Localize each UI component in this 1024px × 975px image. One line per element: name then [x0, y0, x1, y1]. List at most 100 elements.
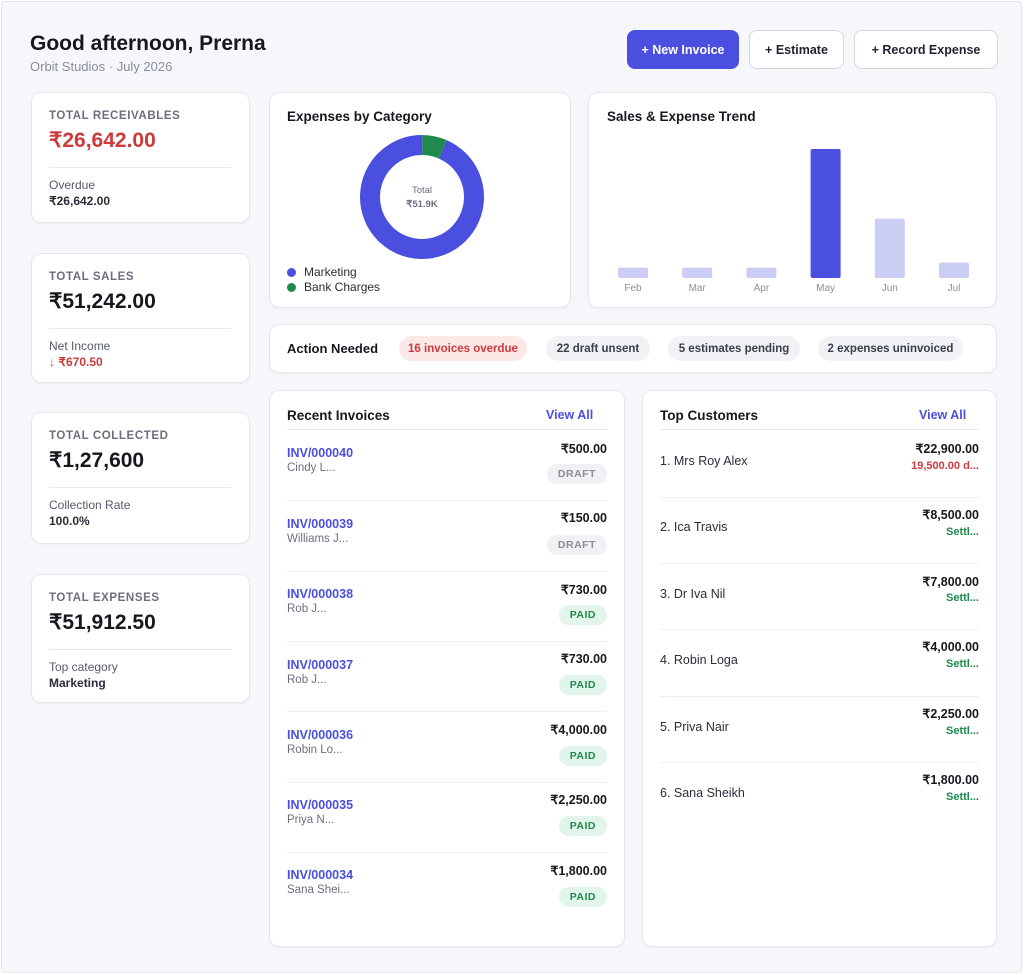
customer-status: Settl...: [945, 592, 979, 604]
pill-expenses-uninvoiced[interactable]: 2 expenses uninvoiced: [818, 336, 963, 361]
invoice-amount: ₹500.00: [560, 442, 607, 456]
invoice-id[interactable]: INV/000039: [287, 517, 354, 531]
card-title: Top Customers: [660, 408, 759, 423]
invoice-row[interactable]: INV/000039 Williams J... ₹150.00 DRAFT: [287, 501, 607, 572]
kpi-card-collected: TOTAL COLLECTED ₹1,27,600 Collection Rat…: [31, 412, 250, 544]
pill-estimates-pending[interactable]: 5 estimates pending: [668, 336, 800, 361]
kpi-card-receivables: TOTAL RECEIVABLES ₹26,642.00 Overdue ₹26…: [31, 92, 250, 223]
customer-amount: ₹4,000.00: [922, 640, 979, 654]
customer-row[interactable]: 2. Ica Travis ₹8,500.00 Settl...: [660, 498, 979, 564]
customer-status: Settl...: [945, 658, 979, 670]
invoice-row[interactable]: INV/000038 Rob J... ₹730.00 PAID: [287, 572, 607, 642]
kpi-label: TOTAL COLLECTED: [49, 430, 169, 442]
invoice-customer: Rob J...: [287, 674, 327, 686]
pill-draft-unsent[interactable]: 22 draft unsent: [546, 336, 650, 361]
status-badge: PAID: [558, 816, 607, 836]
card-title: Sales & Expense Trend: [607, 109, 756, 124]
customer-row[interactable]: 1. Mrs Roy Alex ₹22,900.00 19,500.00 d..…: [660, 431, 979, 498]
invoice-row[interactable]: INV/000035 Priya N... ₹2,250.00 PAID: [287, 783, 607, 853]
customer-row[interactable]: 6. Sana Sheikh ₹1,800.00 Settl...: [660, 763, 979, 829]
kpi-divider: [49, 649, 231, 650]
kpi-value: ₹51,912.50: [49, 611, 156, 634]
invoice-amount: ₹730.00: [560, 583, 607, 597]
customer-row[interactable]: 4. Robin Loga ₹4,000.00 Settl...: [660, 630, 979, 697]
kpi-value: ₹51,242.00: [49, 290, 156, 313]
kpi-subvalue: 100.0%: [49, 514, 90, 528]
page-title: Good afternoon, Prerna: [30, 32, 266, 55]
invoice-customer: Sana Shei...: [287, 884, 350, 896]
new-estimate-button[interactable]: + Estimate: [749, 30, 844, 69]
customer-amount: ₹22,900.00: [915, 442, 979, 456]
invoice-amount: ₹4,000.00: [550, 723, 607, 737]
top-customers-card: Top Customers View All 1. Mrs Roy Alex ₹…: [642, 390, 997, 947]
trend-tick-label: Apr: [754, 283, 770, 294]
kpi-sublabel: Top category: [49, 660, 118, 674]
view-all-customers-link[interactable]: View All: [919, 408, 967, 422]
customer-row[interactable]: 5. Priva Nair ₹2,250.00 Settl...: [660, 697, 979, 763]
trend-bar-feb: [618, 267, 648, 278]
kpi-subvalue: ₹26,642.00: [49, 194, 111, 208]
invoice-row[interactable]: INV/000034 Sana Shei... ₹1,800.00 PAID: [287, 853, 607, 923]
donut-slice-marketing: [360, 135, 484, 259]
customer-name: 6. Sana Sheikh: [660, 786, 745, 800]
kpi-sublabel: Collection Rate: [49, 498, 131, 512]
invoice-id[interactable]: INV/000037: [287, 658, 354, 672]
invoice-id[interactable]: INV/000034: [287, 868, 354, 882]
trend-tick-label: Jul: [948, 283, 961, 294]
customer-name: 3. Dr Iva Nil: [660, 587, 726, 601]
status-badge: PAID: [558, 887, 607, 907]
legend-label: Marketing: [304, 265, 357, 279]
customer-status: 19,500.00 d...: [911, 460, 979, 472]
trend-bar-apr: [746, 267, 777, 278]
invoice-id[interactable]: INV/000036: [287, 728, 354, 742]
view-all-invoices-link[interactable]: View All: [546, 408, 594, 422]
record-expense-button[interactable]: + Record Expense: [854, 30, 998, 69]
status-badge: PAID: [558, 675, 607, 695]
customer-amount: ₹1,800.00: [922, 773, 979, 787]
recent-invoices-card: Recent Invoices View All INV/000040 Cind…: [269, 390, 625, 947]
customer-name: 4. Robin Loga: [660, 653, 738, 667]
kpi-value: ₹1,27,600: [49, 449, 145, 472]
donut-center-value: ₹51.9K: [406, 199, 438, 210]
donut-chart: Total ₹51.9K: [360, 135, 484, 259]
trend-bar-jun: [874, 218, 905, 278]
trend-bar-jul: [939, 262, 969, 278]
invoice-row[interactable]: INV/000037 Rob J... ₹730.00 PAID: [287, 642, 607, 712]
customer-amount: ₹8,500.00: [922, 508, 979, 522]
status-badge: PAID: [558, 605, 607, 625]
legend-dot: [287, 282, 296, 292]
kpi-value: ₹26,642.00: [49, 129, 156, 152]
list-divider: [287, 429, 607, 430]
trend-tick-label: Mar: [689, 283, 707, 294]
kpi-sublabel: Net Income: [49, 339, 111, 353]
invoice-amount: ₹2,250.00: [550, 793, 607, 807]
pill-invoices-overdue[interactable]: 16 invoices overdue: [399, 336, 527, 361]
customer-status: Settl...: [945, 725, 979, 737]
legend-label: Bank Charges: [304, 280, 381, 294]
customer-status: Settl...: [945, 791, 979, 803]
new-invoice-button[interactable]: + New Invoice: [627, 30, 739, 69]
status-badge: PAID: [558, 746, 607, 766]
kpi-divider: [49, 328, 231, 329]
invoice-customer: Cindy L...: [287, 462, 336, 474]
invoice-customer: Priya N...: [287, 814, 335, 826]
trend-tick-label: Feb: [624, 283, 642, 294]
invoice-id[interactable]: INV/000040: [287, 446, 354, 460]
invoice-id[interactable]: INV/000038: [287, 587, 354, 601]
trend-tick-label: May: [816, 283, 835, 294]
invoice-amount: ₹730.00: [560, 652, 607, 666]
customer-row[interactable]: 3. Dr Iva Nil ₹7,800.00 Settl...: [660, 564, 979, 630]
kpi-label: TOTAL SALES: [49, 271, 135, 283]
page-subtitle: Orbit Studios · July 2026: [30, 59, 173, 74]
invoice-row[interactable]: INV/000036 Robin Lo... ₹4,000.00 PAID: [287, 712, 607, 783]
trend-bar-mar: [682, 267, 713, 278]
customer-amount: ₹2,250.00: [922, 707, 979, 721]
customer-name: 5. Priva Nair: [660, 720, 729, 734]
trend-tick-label: Jun: [882, 283, 898, 294]
action-needed-title: Action Needed: [287, 341, 379, 356]
invoice-id[interactable]: INV/000035: [287, 798, 354, 812]
invoice-row[interactable]: INV/000040 Cindy L... ₹500.00 DRAFT: [287, 431, 607, 501]
invoice-customer: Rob J...: [287, 603, 327, 615]
status-badge: DRAFT: [546, 535, 607, 555]
